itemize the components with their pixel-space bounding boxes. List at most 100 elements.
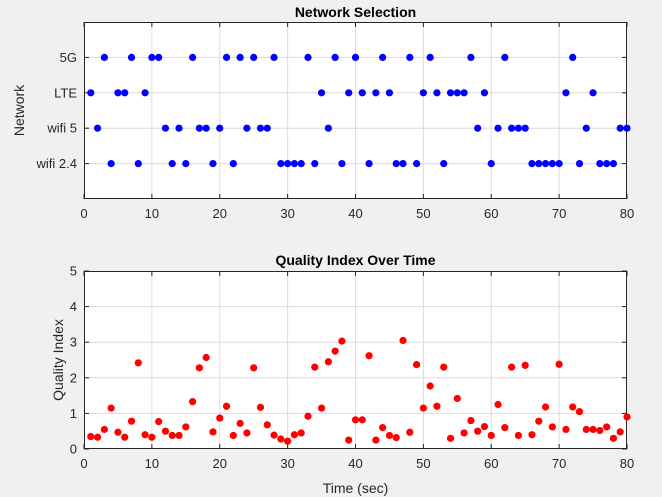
data-point [324,124,332,132]
data-point [161,124,170,132]
data-point [433,89,441,97]
data-point [521,124,529,132]
data-point [399,160,407,168]
data-point [256,124,265,132]
chart-title: Network Selection [295,4,416,20]
data-point [263,124,271,132]
data-point [168,160,176,168]
data-point [569,53,577,62]
data-point [284,160,292,168]
data-point [222,53,231,62]
data-point [569,403,577,411]
data-point [290,431,299,439]
data-point [474,427,482,435]
data-point [453,89,461,97]
data-point [501,424,509,432]
data-point [209,160,217,168]
data-point [148,433,156,441]
data-point [392,434,400,442]
data-point [412,160,421,168]
data-point [609,434,618,442]
data-point [155,53,163,62]
data-point [575,408,584,416]
data-point [467,416,475,425]
y-tick-label: wifi 2.4 [36,156,77,171]
grid [84,271,627,449]
data-point [236,419,244,427]
x-tick-label: 30 [280,206,294,221]
data-point [202,124,210,132]
x-tick-label: 40 [348,456,362,471]
y-tick-label: 5G [60,50,77,65]
y-tick-label: 2 [70,370,77,385]
data-point [616,124,624,132]
data-point [209,428,217,436]
ticks: 0 10 20 30 40 50 60 70 80 0 1 2 3 4 5 [70,264,634,472]
data-point [182,160,190,168]
data-point [121,89,129,97]
data-point [575,160,584,168]
x-tick-label: 0 [80,206,87,221]
data-point [229,160,237,168]
data-point [555,360,563,368]
data-point [433,402,441,410]
data-point [195,364,203,372]
data-point [379,424,387,432]
data-point [365,352,373,360]
data-point [324,358,332,366]
data-point [297,429,305,437]
data-point [440,160,448,168]
data-point [460,89,468,97]
data-point [270,431,278,439]
data-point [426,53,434,62]
data-point [487,431,495,440]
data-point [141,431,149,439]
x-tick-label: 0 [80,456,87,471]
data-point [311,363,319,371]
data-point [406,53,414,62]
x-tick-label: 20 [213,206,227,221]
data-point [514,124,523,132]
data-point [304,53,312,62]
data-point [338,160,346,168]
data-point [345,436,353,444]
data-point [311,160,319,168]
data-point [182,423,190,431]
x-tick-label: 20 [213,456,227,471]
data-point [331,53,339,62]
data-point [297,160,305,168]
data-point [229,431,237,440]
data-point [603,423,611,431]
data-points [87,53,631,168]
data-point [256,403,265,411]
data-point [589,89,597,97]
data-point [365,160,373,168]
data-point [528,160,536,168]
data-point [236,53,244,62]
data-point [107,160,115,168]
data-point [358,89,366,97]
data-point [148,53,156,62]
y-tick-label: 4 [70,299,77,314]
data-point [582,425,590,434]
data-point [189,53,197,62]
data-point [596,426,604,435]
data-point [562,89,570,97]
data-point [317,404,326,412]
data-point [426,382,434,390]
data-point [331,347,339,355]
x-tick-label: 40 [348,206,362,221]
data-point [358,416,366,424]
data-point [351,416,360,424]
data-point [548,160,556,168]
x-tick-label: 50 [416,456,430,471]
data-point [419,89,427,97]
data-point [412,361,421,369]
data-point [161,427,170,435]
data-point [114,89,122,97]
data-point [385,431,394,440]
data-point [453,394,461,403]
data-point [514,431,523,440]
data-point [508,124,516,132]
data-point [480,422,489,431]
